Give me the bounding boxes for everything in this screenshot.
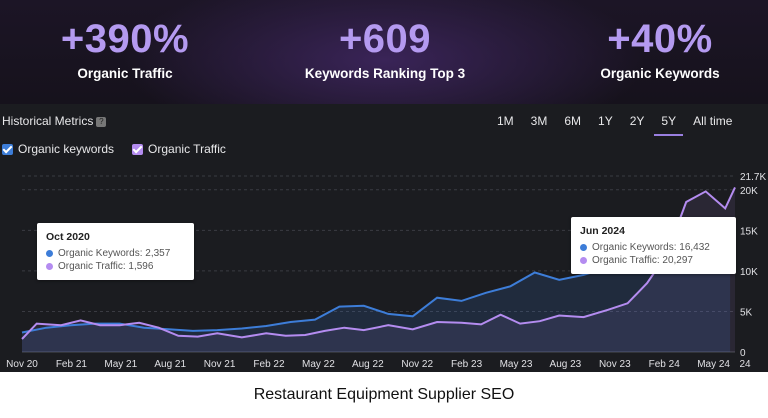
x-tick-label: Feb 21	[56, 359, 88, 370]
tooltip-row-value: 2,357	[145, 248, 171, 259]
tooltip-row-label: Organic Traffic:	[58, 261, 126, 272]
tooltip-title: Oct 2020	[46, 231, 90, 243]
x-tick-label: Aug 21	[154, 359, 186, 370]
tooltip-row: Organic Keywords: 2,357	[46, 248, 185, 259]
tooltip-title: Jun 2024	[580, 225, 625, 237]
range-all-time[interactable]: All time	[693, 114, 733, 128]
x-tick-label: Nov 22	[401, 359, 433, 370]
range-5y[interactable]: 5Y	[654, 114, 684, 136]
x-tick-label: May 21	[104, 359, 137, 370]
x-tick-label: Nov 23	[599, 359, 631, 370]
tooltip-row-value: 16,432	[679, 242, 710, 253]
tooltip-row-label: Organic Traffic:	[592, 255, 660, 266]
x-tick-label: Nov 21	[204, 359, 236, 370]
stat-organic-keywords: +40% Organic Keywords	[560, 16, 760, 81]
chart-legend: Organic keywords Organic Traffic	[2, 142, 226, 156]
range-selector: 1M 3M 6M 1Y 2Y 5Y All time	[490, 114, 742, 136]
y-tick-label: 21.7K	[740, 172, 766, 183]
traffic-line	[21, 186, 736, 340]
caption: Restaurant Equipment Supplier SEO	[0, 372, 768, 418]
tooltip-jun-2024: Jun 2024 Organic Keywords: 16,432 Organi…	[571, 217, 736, 274]
x-tick-label: Aug 22	[352, 359, 384, 370]
x-tick-label: Feb 23	[451, 359, 483, 370]
organic-keywords-checkbox[interactable]	[2, 143, 13, 155]
stat-value: +390%	[60, 17, 190, 61]
tooltip-row-value: 1,596	[128, 261, 154, 272]
organic-traffic-checkbox[interactable]	[132, 143, 144, 155]
range-6m[interactable]: 6M	[564, 114, 582, 128]
stat-label: Organic Keywords	[600, 66, 720, 81]
panel-title: Historical Metrics?	[2, 114, 107, 128]
question-icon[interactable]: ?	[96, 117, 107, 127]
stat-label: Organic Traffic	[77, 66, 173, 81]
panel-title-text: Historical Metrics	[2, 114, 94, 128]
range-2y[interactable]: 2Y	[629, 114, 645, 128]
x-tick-label: May 23	[500, 359, 533, 370]
keywords-dot-icon	[46, 250, 53, 257]
stat-value: +609	[338, 17, 432, 61]
x-tick-label: Feb 22	[253, 359, 285, 370]
y-tick-label: 15K	[740, 226, 758, 237]
traffic-area	[22, 187, 735, 352]
y-tick-label: 0	[740, 348, 746, 359]
x-tick-label: Nov 20	[6, 359, 38, 370]
historical-metrics-chart: 0 5K 10K 15K 20K 21.7K Nov 20 Feb 21 May 21 Aug 2…	[6, 172, 766, 370]
keywords-area	[22, 219, 731, 352]
stat-keywords-top3: +609 Keywords Ranking Top 3	[290, 16, 480, 81]
tooltip-row-label: Organic Keywords:	[58, 248, 143, 259]
traffic-dot-icon	[580, 257, 587, 264]
traffic-dot-icon	[46, 263, 53, 270]
tooltip-row-value: 20,297	[662, 255, 693, 266]
stat-organic-traffic: +390% Organic Traffic	[30, 16, 220, 81]
x-tick-label: Feb 24	[649, 359, 681, 370]
range-1y[interactable]: 1Y	[598, 114, 613, 128]
y-tick-label: 10K	[740, 267, 758, 278]
y-tick-label: 5K	[740, 307, 753, 318]
x-tick-label: May 24	[697, 359, 730, 370]
range-3m[interactable]: 3M	[530, 114, 548, 128]
keywords-dot-icon	[580, 244, 587, 251]
stat-value: +40%	[607, 17, 713, 61]
stat-label: Keywords Ranking Top 3	[304, 66, 466, 81]
x-tick-label: Aug 23	[550, 359, 582, 370]
hero-banner: +390% Organic Traffic +609 Keywords Rank…	[0, 0, 768, 104]
range-1m[interactable]: 1M	[497, 114, 514, 128]
tooltip-row: Organic Traffic: 1,596	[46, 261, 185, 272]
y-tick-label: 20K	[740, 186, 758, 197]
tooltip-row-label: Organic Keywords:	[592, 242, 677, 253]
tooltip-row: Organic Traffic: 20,297	[580, 255, 727, 266]
legend-label-keywords: Organic keywords	[18, 142, 115, 156]
legend-label-traffic: Organic Traffic	[148, 142, 226, 156]
tooltip-oct-2020: Oct 2020 Organic Keywords: 2,357 Organic…	[37, 223, 194, 280]
x-tick-label: 24	[739, 359, 751, 370]
x-tick-label: May 22	[302, 359, 335, 370]
tooltip-row: Organic Keywords: 16,432	[580, 242, 727, 253]
